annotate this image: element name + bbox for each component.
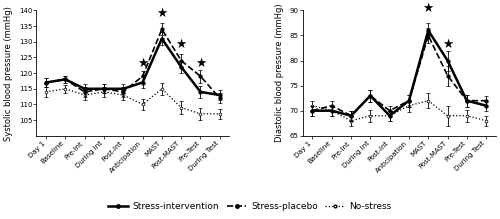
Legend: Stress-intervention, Stress-placebo, No-stress: Stress-intervention, Stress-placebo, No-… <box>105 198 395 214</box>
Y-axis label: Systolic blood pressure (mmHg): Systolic blood pressure (mmHg) <box>4 6 13 141</box>
Y-axis label: Diastolic blood pressure (mmHg): Diastolic blood pressure (mmHg) <box>275 4 284 142</box>
Text: ★: ★ <box>422 2 434 15</box>
Text: ★: ★ <box>137 57 148 70</box>
Text: ★: ★ <box>156 7 168 20</box>
Text: ★: ★ <box>195 57 206 70</box>
Text: ★: ★ <box>176 38 187 51</box>
Text: ★: ★ <box>442 37 453 51</box>
